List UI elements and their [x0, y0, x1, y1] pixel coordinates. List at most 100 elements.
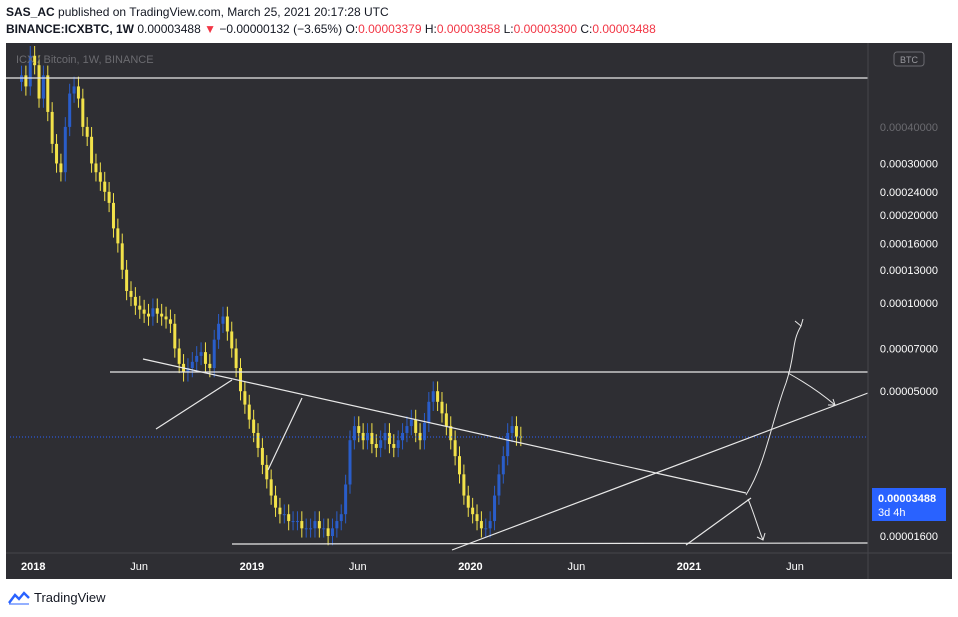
high-label: H:	[424, 22, 437, 36]
candle-body	[488, 521, 492, 529]
candle-body	[471, 507, 475, 515]
candle-body	[190, 361, 194, 369]
x-tick-label: Jun	[786, 561, 804, 573]
candle-body	[335, 521, 339, 529]
candle-body	[436, 391, 440, 402]
candle-body	[50, 111, 54, 144]
candle-body	[466, 495, 470, 508]
candle-body	[444, 413, 448, 427]
candle-body	[63, 126, 67, 173]
candle-body	[295, 521, 299, 523]
y-tick-label: 0.00013000	[880, 265, 938, 277]
candle-body	[475, 514, 479, 522]
candle-body	[256, 432, 260, 448]
publish-info: SAS_AC published on TradingView.com, Mar…	[6, 5, 389, 19]
candle-body	[440, 401, 444, 414]
low-label: L:	[503, 22, 514, 36]
candle-body	[462, 474, 466, 496]
candle-body	[309, 528, 313, 530]
author-name[interactable]: SAS_AC	[6, 5, 55, 19]
candle-body	[514, 426, 518, 437]
candle-body	[55, 143, 59, 164]
candle-body	[501, 456, 505, 475]
candle-body	[33, 55, 37, 66]
x-tick-label: 2020	[458, 561, 482, 573]
candle-body	[396, 440, 400, 448]
chart-area[interactable]: 0.00040000 0.00030000 0.00024000 0.00020000…	[6, 43, 952, 579]
close-label: C:	[580, 22, 593, 36]
candle-body	[68, 93, 72, 127]
ascending-trendline	[451, 392, 869, 551]
candle-body	[203, 352, 207, 364]
price-chart[interactable]: 0.00040000 0.00030000 0.00024000 0.00020000…	[6, 43, 952, 579]
descending-trendline	[142, 358, 747, 494]
x-tick-label: Jun	[349, 561, 367, 573]
candle-body	[405, 426, 409, 433]
currency-badge[interactable]: BTC	[893, 51, 925, 67]
candle-body	[230, 331, 234, 349]
candle-body	[133, 296, 137, 306]
candle-body	[269, 479, 273, 496]
close-value: 0.00003488	[592, 22, 656, 36]
candle-body	[225, 316, 229, 332]
candle-body	[199, 352, 203, 356]
candle-body	[239, 368, 242, 392]
candle-body	[24, 75, 28, 87]
candle-body	[164, 316, 168, 320]
candle-body	[313, 521, 317, 529]
candle-body	[282, 514, 286, 516]
candle-body	[142, 309, 146, 314]
candle-body	[125, 269, 129, 291]
y-tick-label: 0.00005000	[880, 386, 938, 398]
candle-body	[493, 495, 497, 522]
projection-path-down	[747, 498, 764, 541]
candle-body	[326, 528, 330, 537]
candle-body	[72, 86, 76, 94]
wedge-line-2019	[267, 397, 303, 471]
x-tick-label: 2018	[21, 561, 45, 573]
x-tick-label: Jun	[568, 561, 586, 573]
projection-path-right	[787, 372, 836, 406]
last-price: 0.00003488	[137, 22, 201, 36]
candle-body	[322, 528, 326, 530]
symbol-ohlc-line: BINANCE:ICXBTC, 1W 0.00003488 ▼ −0.00000…	[6, 22, 656, 36]
candle-body	[85, 126, 89, 137]
candle-body	[418, 432, 422, 441]
projection-arrow-up	[794, 318, 804, 327]
currency-badge-label: BTC	[900, 55, 919, 65]
candle-body	[497, 474, 501, 496]
candle-body	[129, 290, 133, 297]
candle-body	[76, 86, 80, 99]
last-price-badge-value: 0.00003488	[878, 493, 936, 505]
y-tick-label: 0.00016000	[880, 238, 938, 250]
symbol-label: BINANCE:ICXBTC, 1W	[6, 22, 134, 36]
candle-body	[387, 432, 391, 445]
candle-body	[147, 313, 151, 317]
low-value: 0.00003300	[513, 22, 578, 36]
candle-body	[291, 521, 295, 523]
candle-body	[252, 419, 256, 433]
candle-body	[274, 495, 278, 508]
candle-body	[98, 172, 102, 182]
x-tick-label: 2019	[240, 561, 264, 573]
candle-body	[422, 422, 426, 441]
candle-body	[449, 426, 453, 441]
y-tick-label: 0.00040000	[880, 122, 938, 134]
candle-body	[81, 98, 85, 127]
price-change: −0.00000132 (−3.65%)	[219, 22, 343, 36]
candle-body	[90, 136, 94, 164]
candle-body	[392, 444, 396, 448]
candle-body	[155, 308, 159, 314]
candle-body	[401, 432, 405, 441]
candle-body	[484, 528, 488, 530]
candle-body	[243, 391, 247, 405]
candle-body	[37, 65, 41, 99]
tradingview-brand[interactable]: TradingView	[8, 590, 106, 605]
projection-arrow-right	[828, 398, 836, 406]
candle-body	[374, 444, 378, 448]
y-tick-label: 0.00007000	[880, 343, 938, 355]
y-tick-label: 0.00001600	[880, 531, 938, 543]
candle-body	[59, 163, 63, 173]
symbol-watermark: ICX / Bitcoin, 1W, BINANCE	[16, 54, 154, 66]
high-value: 0.00003858	[436, 22, 501, 36]
